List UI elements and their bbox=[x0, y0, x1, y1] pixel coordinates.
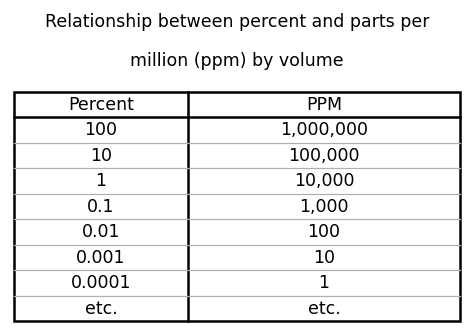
Text: 0.001: 0.001 bbox=[76, 249, 126, 267]
Text: 10: 10 bbox=[313, 249, 335, 267]
Text: Percent: Percent bbox=[68, 95, 134, 113]
Text: 100,000: 100,000 bbox=[288, 147, 360, 165]
Text: etc.: etc. bbox=[308, 300, 340, 318]
Text: Relationship between percent and parts per: Relationship between percent and parts p… bbox=[45, 13, 429, 31]
Text: 100: 100 bbox=[307, 223, 340, 241]
Text: 1,000: 1,000 bbox=[299, 198, 349, 215]
Text: 100: 100 bbox=[84, 121, 118, 139]
Text: 0.0001: 0.0001 bbox=[71, 274, 131, 292]
Text: etc.: etc. bbox=[85, 300, 118, 318]
Text: 1: 1 bbox=[96, 172, 107, 190]
Text: 10,000: 10,000 bbox=[293, 172, 354, 190]
Text: 1: 1 bbox=[319, 274, 329, 292]
Text: 10: 10 bbox=[90, 147, 112, 165]
Text: 0.01: 0.01 bbox=[82, 223, 120, 241]
Text: 0.1: 0.1 bbox=[87, 198, 115, 215]
Text: 1,000,000: 1,000,000 bbox=[280, 121, 368, 139]
Text: PPM: PPM bbox=[306, 95, 342, 113]
Text: million (ppm) by volume: million (ppm) by volume bbox=[130, 52, 344, 71]
